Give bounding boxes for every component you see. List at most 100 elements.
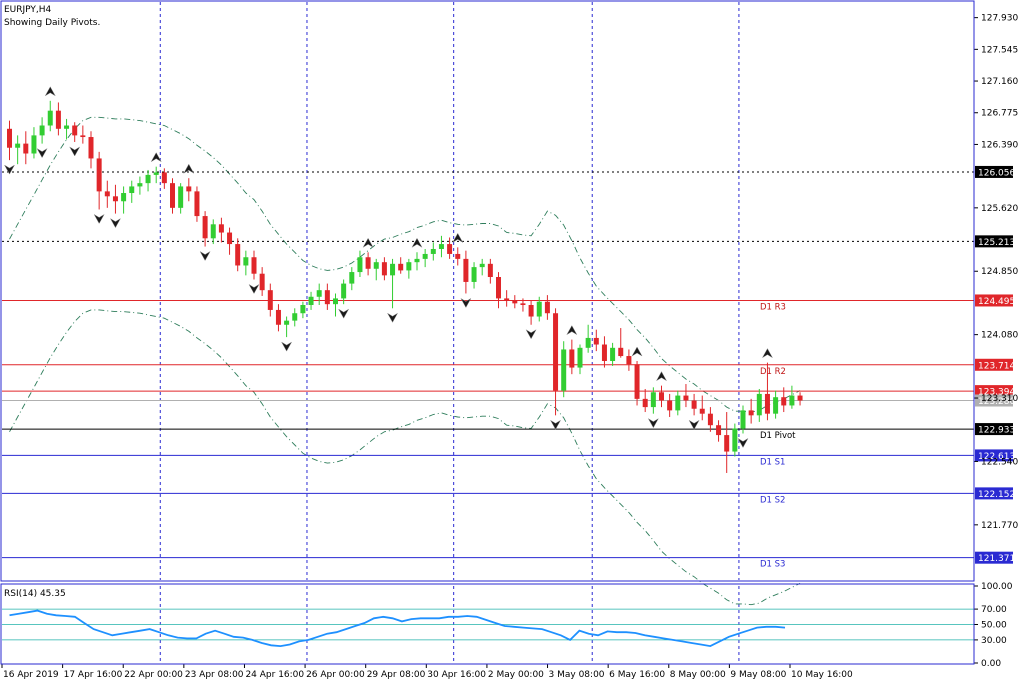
candle-body <box>764 393 770 414</box>
time-tick-label: 16 Apr 2019 <box>3 670 59 680</box>
level-price-tag <box>975 449 1013 462</box>
envelope-bands <box>9 116 801 606</box>
candle-body <box>707 413 713 426</box>
envelope-upper-line <box>9 116 801 413</box>
candle-body <box>170 183 175 208</box>
candle-body <box>341 283 347 299</box>
fractal-down-marker <box>525 329 537 340</box>
candle-body <box>210 224 216 239</box>
price-tick-label: 124.080 <box>981 331 1018 341</box>
candle-body <box>64 125 70 129</box>
fractal-down-marker <box>737 437 749 448</box>
candle-body <box>748 410 754 416</box>
candle-body <box>104 191 110 197</box>
candle-body <box>227 232 233 245</box>
candle-body <box>422 253 428 259</box>
candle-body <box>178 186 184 208</box>
candle-body <box>406 262 412 271</box>
level-price-tag <box>975 487 1013 500</box>
rsi-tick-label: 50.00 <box>981 621 1007 631</box>
level-price-tag-text: 122.613 <box>978 452 1015 462</box>
candle-body <box>487 263 493 278</box>
candle-body <box>390 263 396 276</box>
candle-body <box>773 397 779 414</box>
price-tick-label: 123.310 <box>981 394 1018 404</box>
candle-body <box>699 408 705 414</box>
candle-body <box>797 395 803 401</box>
time-tick-label: 9 May 08:00 <box>730 670 786 680</box>
candle-body <box>756 393 762 416</box>
candle-body <box>471 267 477 282</box>
time-tick-label: 6 May 16:00 <box>609 670 665 680</box>
fractal-down-marker <box>386 312 399 323</box>
candle-body <box>691 400 697 409</box>
price-tick-label: 126.390 <box>981 140 1018 150</box>
level-label: D1 S2 <box>760 495 785 505</box>
candle-body <box>284 320 290 325</box>
price-tick-label: 125.620 <box>981 204 1018 214</box>
candle-body <box>121 193 127 202</box>
rsi-title: RSI(14) 45.35 <box>4 589 66 599</box>
fractal-down-marker <box>647 417 660 429</box>
chart-subtitle: Showing Daily Pivots. <box>4 18 100 28</box>
candle-body <box>194 191 200 217</box>
candle-body <box>235 244 241 266</box>
candle-body <box>675 395 681 411</box>
level-price-tag-text: 122.933 <box>978 426 1015 436</box>
candle-body <box>267 290 273 310</box>
candle-body <box>308 296 314 305</box>
level-price-tag-text: 123.394 <box>978 388 1015 398</box>
fractal-up-marker <box>655 371 668 382</box>
level-price-tag-text: 125.213 <box>978 238 1015 248</box>
candle-body <box>243 257 249 266</box>
level-price-tag <box>975 385 1013 398</box>
candle-body <box>398 263 404 271</box>
level-price-tag <box>975 358 1013 371</box>
candle-body <box>31 135 37 154</box>
candle-body <box>512 300 518 304</box>
candle-body <box>72 125 78 136</box>
level-price-tag-text: 126.056 <box>978 168 1015 178</box>
candle-body <box>23 143 29 154</box>
level-label: D1 S3 <box>760 560 785 570</box>
time-tick-label: 29 Apr 08:00 <box>367 670 426 680</box>
time-tick-label: 22 Apr 00:00 <box>124 670 183 680</box>
time-tick-label: 8 May 00:00 <box>670 670 726 680</box>
candle-body <box>528 304 534 317</box>
level-price-tag <box>975 551 1013 564</box>
candle-body <box>153 172 159 175</box>
fractal-up-marker <box>631 346 643 357</box>
fractal-up-marker <box>183 163 195 174</box>
candle-body <box>414 258 420 263</box>
price-tick-label: 127.545 <box>981 45 1018 55</box>
candle-body <box>202 216 208 239</box>
candle-body <box>275 309 281 325</box>
candle-body <box>569 349 575 368</box>
fractal-up-marker <box>411 237 423 248</box>
rsi-tick-label: 30.00 <box>981 636 1007 646</box>
candle-body <box>55 110 61 129</box>
fractal-down-marker <box>36 147 48 159</box>
candle-body <box>39 125 45 136</box>
candle-body <box>381 262 387 276</box>
candle-body <box>650 392 656 408</box>
candle-body <box>259 273 265 291</box>
rsi-panel-frame <box>0 583 975 665</box>
candle-body <box>7 128 12 148</box>
time-tick-label: 23 Apr 08:00 <box>185 670 244 680</box>
candle-body <box>577 347 583 368</box>
main-panel-frame <box>0 0 975 582</box>
fractal-down-marker <box>248 283 260 294</box>
time-tick-label: 30 Apr 16:00 <box>427 670 486 680</box>
candlesticks <box>7 100 803 473</box>
level-price-tag-text: 122.152 <box>978 490 1015 500</box>
fractal-up-marker <box>362 237 374 248</box>
candle-body <box>47 110 53 126</box>
level-label: D1 S1 <box>760 457 785 467</box>
candle-body <box>781 397 787 406</box>
candle-body <box>585 337 591 348</box>
candle-body <box>789 395 795 406</box>
fractal-down-marker <box>337 308 350 319</box>
level-price-tag-text: 123.280 <box>978 397 1015 407</box>
